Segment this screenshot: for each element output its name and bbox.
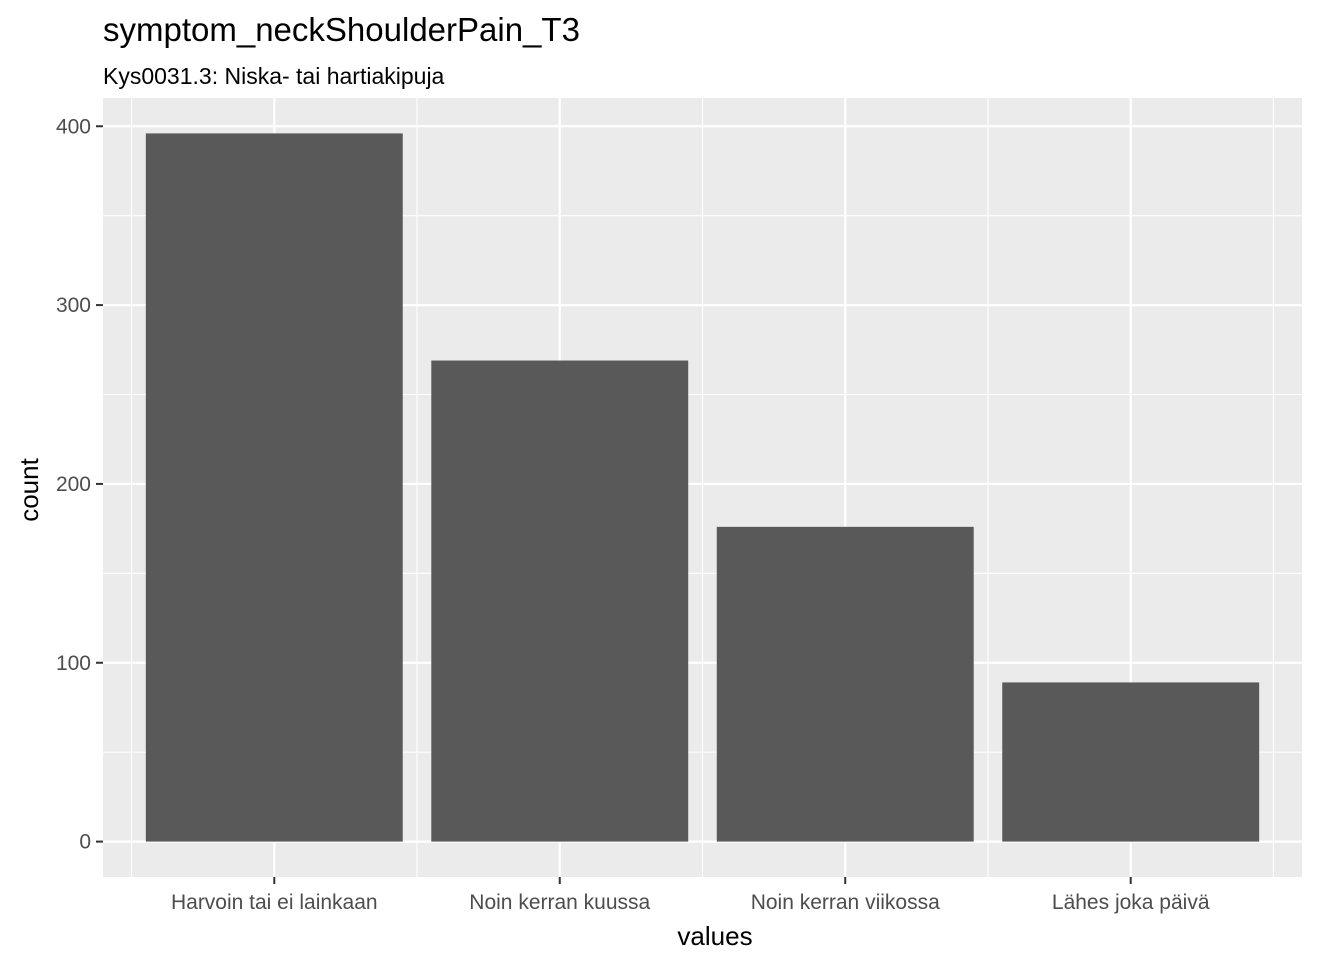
bar [145,133,403,842]
chart-title: symptom_neckShoulderPain_T3 [103,11,580,48]
x-axis: Harvoin tai ei lainkaan Noin kerran kuuss… [171,877,1210,914]
x-tick-label: Noin kerran kuussa [469,891,650,914]
bar [1002,682,1260,842]
y-axis: 0 100 200 300 400 [56,115,103,854]
bars [145,133,1260,842]
y-axis-title: count [14,457,44,521]
y-tick-label: 300 [56,294,91,317]
y-tick-label: 0 [79,831,91,854]
y-tick-label: 400 [56,115,91,138]
x-tick-label: Noin kerran viikossa [751,891,940,914]
bar [431,360,689,842]
x-tick-label: Lähes joka päivä [1052,891,1210,914]
bar [716,526,974,842]
y-tick-label: 100 [56,652,91,675]
x-tick-label: Harvoin tai ei lainkaan [171,891,378,914]
x-axis-title: values [677,921,752,951]
y-tick-label: 200 [56,473,91,496]
chart-subtitle: Kys0031.3: Niska- tai hartiakipuja [103,63,445,89]
